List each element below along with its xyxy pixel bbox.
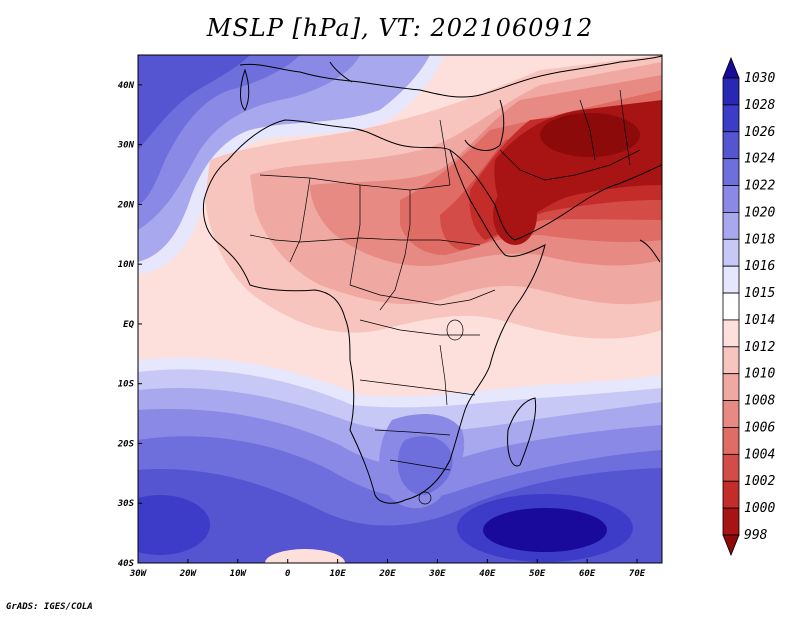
nw-high-1024 (138, 55, 250, 150)
colorbar-swatch (722, 104, 740, 133)
x-tick-label: 60E (579, 569, 596, 579)
colorbar-level-label: 1016 (744, 259, 775, 274)
colorbar-swatch (722, 212, 740, 240)
x-tick-label: 20E (378, 569, 396, 579)
colorbar-level-label: 1000 (744, 501, 775, 516)
colorbar-swatch (722, 77, 740, 106)
low-center-998-b (493, 185, 537, 245)
x-tick-label: 70E (629, 569, 646, 579)
colorbar-swatch (722, 480, 740, 509)
y-tick-label: 40S (118, 559, 135, 569)
colorbar-level-label: 1004 (744, 447, 775, 462)
sw-high (138, 495, 210, 555)
colorbar-swatch (722, 427, 740, 455)
colorbar: 1030 1028 1026 1024 1022 1020 1018 1016 1015 1014… (722, 56, 775, 557)
x-tick-label: 0 (285, 569, 291, 579)
colorbar-level-label: 1030 (744, 71, 775, 86)
colorbar-swatch (722, 507, 740, 536)
colorbar-swatch (722, 185, 740, 213)
colorbar-swatch (722, 400, 740, 428)
x-tick-label: 50E (529, 569, 546, 579)
colorbar-swatch (722, 346, 740, 375)
y-tick-label: 30N (117, 141, 135, 151)
x-tick-label: 20W (179, 569, 198, 579)
y-tick-label: 40N (118, 81, 135, 91)
country-borders (249, 89, 641, 505)
y-axis: 40N 30N 20N 10N EQ 10S 20S 30S 40S (117, 81, 142, 569)
grads-credit: GrADS: IGES/COLA (6, 602, 93, 612)
map-frame (137, 54, 663, 564)
map-title: MSLP [hPa], VT: 2021060912 (206, 14, 594, 42)
y-tick-label: 10S (118, 380, 135, 390)
nw-high-edge-1015 (138, 55, 445, 275)
colorbar-level-label: 1002 (744, 474, 775, 489)
colorbar-level-label: 1010 (744, 367, 775, 382)
pressure-field (138, 55, 662, 563)
colorbar-level-label: 1026 (744, 125, 775, 140)
colorbar-swatch (722, 373, 740, 401)
x-axis: 30W 20W 10W 0 10E 20E 30E 40E 50E 60E 70E (129, 559, 646, 579)
x-tick-label: 10E (329, 569, 346, 579)
colorbar-level-label: 1012 (744, 340, 775, 355)
colorbar-level-label: 998 (744, 528, 768, 543)
colorbar-swatch (722, 265, 740, 294)
high-center-core (483, 508, 607, 552)
x-tick-label: 30E (428, 569, 446, 579)
colorbar-swatch (722, 319, 740, 348)
y-tick-label: 10N (118, 260, 135, 270)
colorbar-level-label: 1020 (744, 205, 775, 220)
colorbar-swatch (722, 131, 740, 160)
colorbar-level-label: 1028 (744, 98, 775, 113)
coastlines (202, 55, 662, 504)
south-low (265, 549, 345, 563)
colorbar-swatch (722, 292, 740, 321)
x-tick-label: 10W (230, 569, 248, 579)
colorbar-level-label: 1018 (744, 232, 775, 247)
colorbar-level-label: 1022 (744, 179, 775, 194)
colorbar-level-label: 1024 (744, 152, 775, 167)
low-center-998 (540, 113, 640, 157)
y-tick-label: 20N (117, 200, 135, 210)
colorbar-swatch (722, 238, 740, 267)
colorbar-level-label: 1008 (744, 394, 775, 409)
colorbar-bottom-arrow (722, 534, 740, 557)
colorbar-level-label: 1006 (744, 420, 775, 435)
y-tick-label: EQ (123, 320, 134, 330)
colorbar-top-arrow (722, 56, 740, 79)
y-tick-label: 20S (117, 439, 135, 449)
y-tick-label: 30S (117, 499, 135, 509)
x-tick-label: 30W (129, 569, 148, 579)
colorbar-level-label: 1015 (744, 286, 775, 301)
x-tick-label: 40E (479, 569, 496, 579)
colorbar-swatch (722, 453, 740, 482)
colorbar-level-label: 1014 (744, 313, 775, 328)
colorbar-swatch (722, 158, 740, 186)
